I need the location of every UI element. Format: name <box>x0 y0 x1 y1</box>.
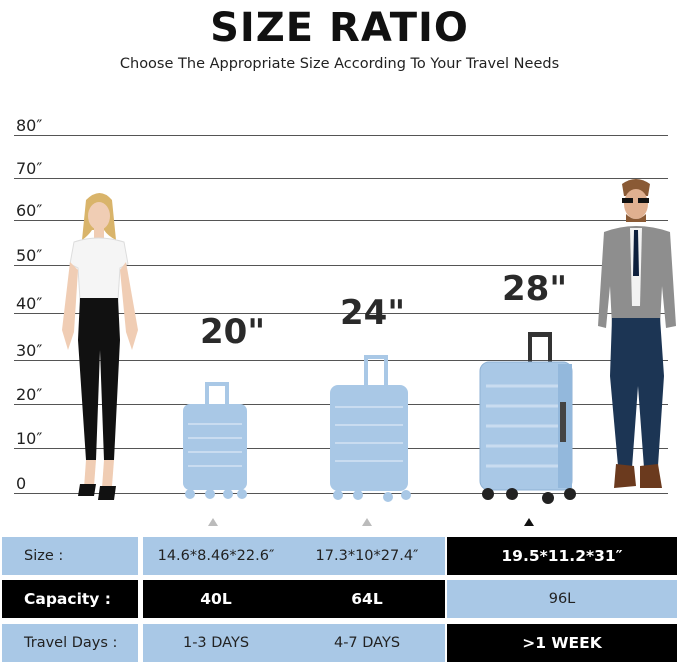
row-label-travel-days: Travel Days : <box>2 624 138 662</box>
scale-label: 80″ <box>16 116 43 135</box>
man-figure <box>598 179 676 488</box>
capacity-20: 40L <box>143 580 289 618</box>
marker-28-selected <box>524 518 534 526</box>
suitcase-size-20: 20" <box>200 312 266 352</box>
page-title: SIZE RATIO <box>210 5 469 51</box>
travel-days-24: 4-7 DAYS <box>289 624 445 662</box>
travel-days-20: 1-3 DAYS <box>143 624 289 662</box>
marker-24 <box>362 518 372 526</box>
woman-figure <box>62 193 138 500</box>
scale-label: 40″ <box>16 294 43 313</box>
suitcase-size-28: 28" <box>502 269 568 309</box>
scale-label: 60″ <box>16 201 43 220</box>
scale-gridline <box>14 360 668 361</box>
capacity-24: 64L <box>289 580 445 618</box>
scale-gridline <box>14 265 668 266</box>
scale-gridline <box>14 220 668 221</box>
marker-20 <box>208 518 218 526</box>
row-label-size: Size : <box>2 537 138 575</box>
suitcase-24-icon <box>330 355 411 502</box>
scale-label: 10″ <box>16 429 43 448</box>
travel-days-28: >1 WEEK <box>447 624 677 662</box>
row-label-capacity: Capacity : <box>2 580 138 618</box>
scale-gridline <box>14 178 668 179</box>
scale-gridline <box>14 313 668 314</box>
size-28: 19.5*11.2*31″ <box>447 537 677 575</box>
size-20: 14.6*8.46*22.6″ <box>143 537 289 575</box>
suitcase-size-24: 24" <box>340 293 406 333</box>
scale-label: 0 <box>16 474 27 493</box>
scale-label: 50″ <box>16 246 43 265</box>
scale-label: 20″ <box>16 385 43 404</box>
scale-gridline <box>14 135 668 136</box>
capacity-28: 96L <box>447 580 677 618</box>
page-subtitle: Choose The Appropriate Size According To… <box>119 56 560 72</box>
suitcase-20-icon <box>183 382 247 499</box>
size-24: 17.3*10*27.4″ <box>289 537 445 575</box>
scale-label: 70″ <box>16 159 43 178</box>
suitcase-28-icon <box>479 332 576 504</box>
scale-label: 30″ <box>16 341 43 360</box>
